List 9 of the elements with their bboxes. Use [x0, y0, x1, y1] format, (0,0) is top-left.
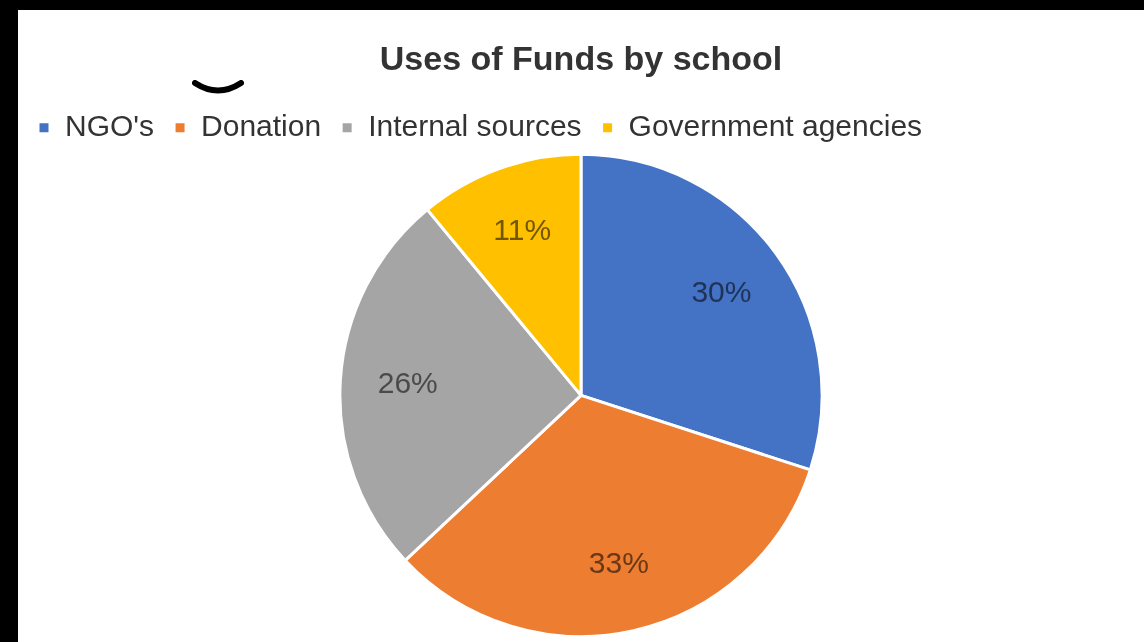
data-label: 11% [493, 213, 552, 247]
data-label: 30% [691, 274, 752, 308]
legend-label: Donation [201, 109, 322, 143]
data-label: 33% [588, 546, 649, 580]
data-label: 26% [377, 365, 438, 399]
legend-label: NGO's [65, 109, 155, 143]
chart-title: Uses of Funds by school [379, 38, 783, 77]
legend-label: Government agencies [628, 109, 923, 143]
legend-label: Internal sources [368, 109, 582, 143]
